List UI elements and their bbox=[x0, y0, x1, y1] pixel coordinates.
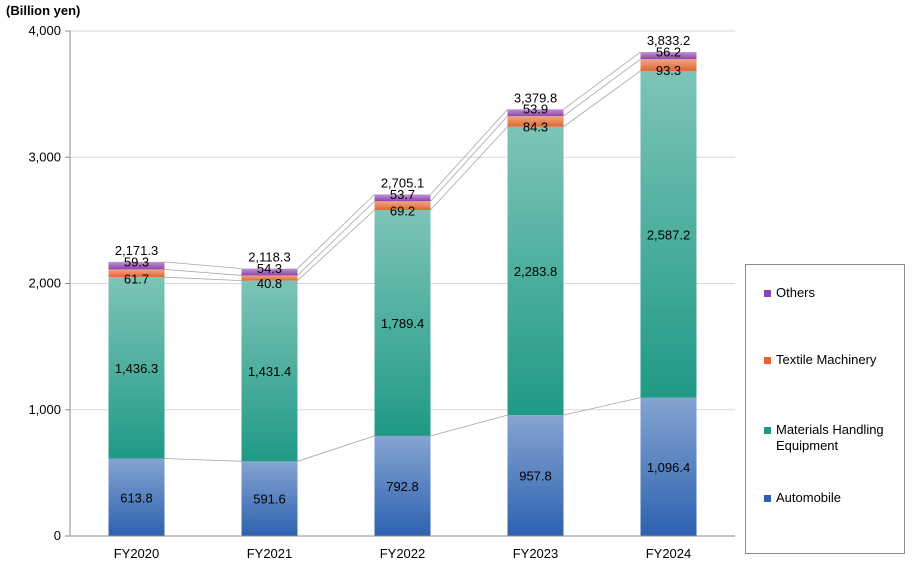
bar-textile-machinery bbox=[507, 116, 564, 127]
total-label: 2,171.3 bbox=[115, 243, 158, 258]
data-label: 613.8 bbox=[120, 490, 153, 505]
data-label: 84.3 bbox=[523, 119, 548, 134]
bar-others bbox=[108, 261, 165, 270]
y-tick-label: 1,000 bbox=[28, 402, 61, 417]
data-label: 53.7 bbox=[390, 187, 415, 202]
x-tick-label: FY2022 bbox=[380, 546, 426, 561]
legend-label: Materials Handling Equipment bbox=[776, 422, 884, 453]
bars bbox=[108, 52, 697, 536]
total-label: 3,833.2 bbox=[647, 33, 690, 48]
data-label: 792.8 bbox=[386, 479, 419, 494]
connector-line bbox=[563, 70, 641, 128]
bar-materials-handling-equipment bbox=[507, 126, 564, 416]
bar-automobile bbox=[374, 435, 431, 536]
y-tick-label: 4,000 bbox=[28, 23, 61, 38]
connector-line bbox=[430, 115, 508, 202]
connector-line bbox=[563, 51, 641, 110]
bar-materials-handling-equipment bbox=[241, 280, 298, 462]
bar-materials-handling-equipment bbox=[108, 277, 165, 459]
x-tick-label: FY2021 bbox=[247, 546, 293, 561]
bar-automobile bbox=[640, 397, 697, 536]
data-label: 56.2 bbox=[656, 45, 681, 60]
data-label: 1,436.3 bbox=[115, 361, 158, 376]
bar-textile-machinery bbox=[108, 269, 165, 278]
legend: Others Textile Machinery Materials Handlin… bbox=[745, 264, 905, 554]
connector-line bbox=[430, 126, 508, 211]
bar-textile-machinery bbox=[241, 275, 298, 281]
bar-textile-machinery bbox=[374, 201, 431, 210]
bar-automobile bbox=[507, 415, 564, 536]
connector-line bbox=[297, 200, 375, 276]
connector-line bbox=[563, 58, 641, 117]
bar-others bbox=[241, 268, 298, 276]
bar-materials-handling-equipment bbox=[374, 209, 431, 436]
legend-label: Others bbox=[776, 285, 816, 300]
y-tick-label: 0 bbox=[54, 528, 61, 543]
data-label: 61.7 bbox=[124, 271, 149, 286]
bar-automobile bbox=[108, 458, 165, 536]
total-label: 2,118.3 bbox=[248, 250, 290, 265]
data-labels: 613.8 1,436.3 61.759.32,171.3 591.6 1,431.4 4… bbox=[115, 33, 690, 507]
data-label: 2,587.2 bbox=[647, 227, 690, 242]
bar-others bbox=[507, 109, 564, 117]
connector-line bbox=[164, 261, 242, 269]
data-label: 1,431.4 bbox=[248, 364, 291, 379]
data-label: 957.8 bbox=[519, 469, 552, 484]
data-label: 93.3 bbox=[656, 63, 681, 78]
legend-swatch bbox=[764, 495, 771, 502]
connector-line bbox=[430, 414, 508, 437]
legend-item-textile-machinery: Textile Machinery bbox=[764, 352, 906, 368]
data-label: 69.2 bbox=[390, 204, 415, 219]
data-label: 53.9 bbox=[523, 102, 548, 117]
connector-line bbox=[164, 276, 242, 281]
bar-others bbox=[640, 52, 697, 60]
connector-line bbox=[164, 268, 242, 276]
legend-item-others: Others bbox=[764, 285, 906, 301]
legend-swatch bbox=[764, 357, 771, 364]
connector-line bbox=[297, 435, 375, 462]
data-label: 59.3 bbox=[124, 255, 149, 270]
total-label: 2,705.1 bbox=[381, 175, 424, 190]
data-label: 591.6 bbox=[253, 492, 286, 507]
y-tick-label: 2,000 bbox=[28, 276, 61, 291]
connector-line bbox=[297, 194, 375, 269]
connector-line bbox=[563, 397, 641, 416]
connector-line bbox=[430, 109, 508, 195]
x-tick-label: FY2020 bbox=[114, 546, 160, 561]
legend-label: Automobile bbox=[776, 490, 842, 505]
data-label: 1,096.4 bbox=[647, 460, 690, 475]
axes: 0 1,000 2,000 3,000 4,000 FY2020 FY2021 FY2022 F… bbox=[28, 23, 735, 561]
x-tick-label: FY2024 bbox=[646, 546, 692, 561]
total-label: 3,379.8 bbox=[514, 90, 557, 105]
data-label: 2,283.8 bbox=[514, 264, 557, 279]
legend-item-materials-handling-equipment: Materials Handling Equipment bbox=[764, 422, 906, 454]
bar-others bbox=[374, 194, 431, 202]
data-label: 40.8 bbox=[257, 276, 282, 291]
legend-swatch bbox=[764, 290, 771, 297]
data-label: 1,789.4 bbox=[381, 316, 424, 331]
data-label: 54.3 bbox=[257, 261, 282, 276]
bar-textile-machinery bbox=[640, 59, 697, 71]
unit-label: (Billion yen) bbox=[6, 3, 81, 18]
bar-automobile bbox=[241, 461, 298, 536]
legend-label: Textile Machinery bbox=[776, 352, 877, 367]
connector-lines bbox=[164, 51, 641, 462]
y-tick-label: 3,000 bbox=[28, 149, 61, 164]
x-tick-label: FY2023 bbox=[513, 546, 559, 561]
legend-item-automobile: Automobile bbox=[764, 490, 906, 506]
connector-line bbox=[164, 458, 242, 462]
bar-materials-handling-equipment bbox=[640, 70, 697, 398]
connector-line bbox=[297, 209, 375, 281]
legend-swatch bbox=[764, 427, 771, 434]
